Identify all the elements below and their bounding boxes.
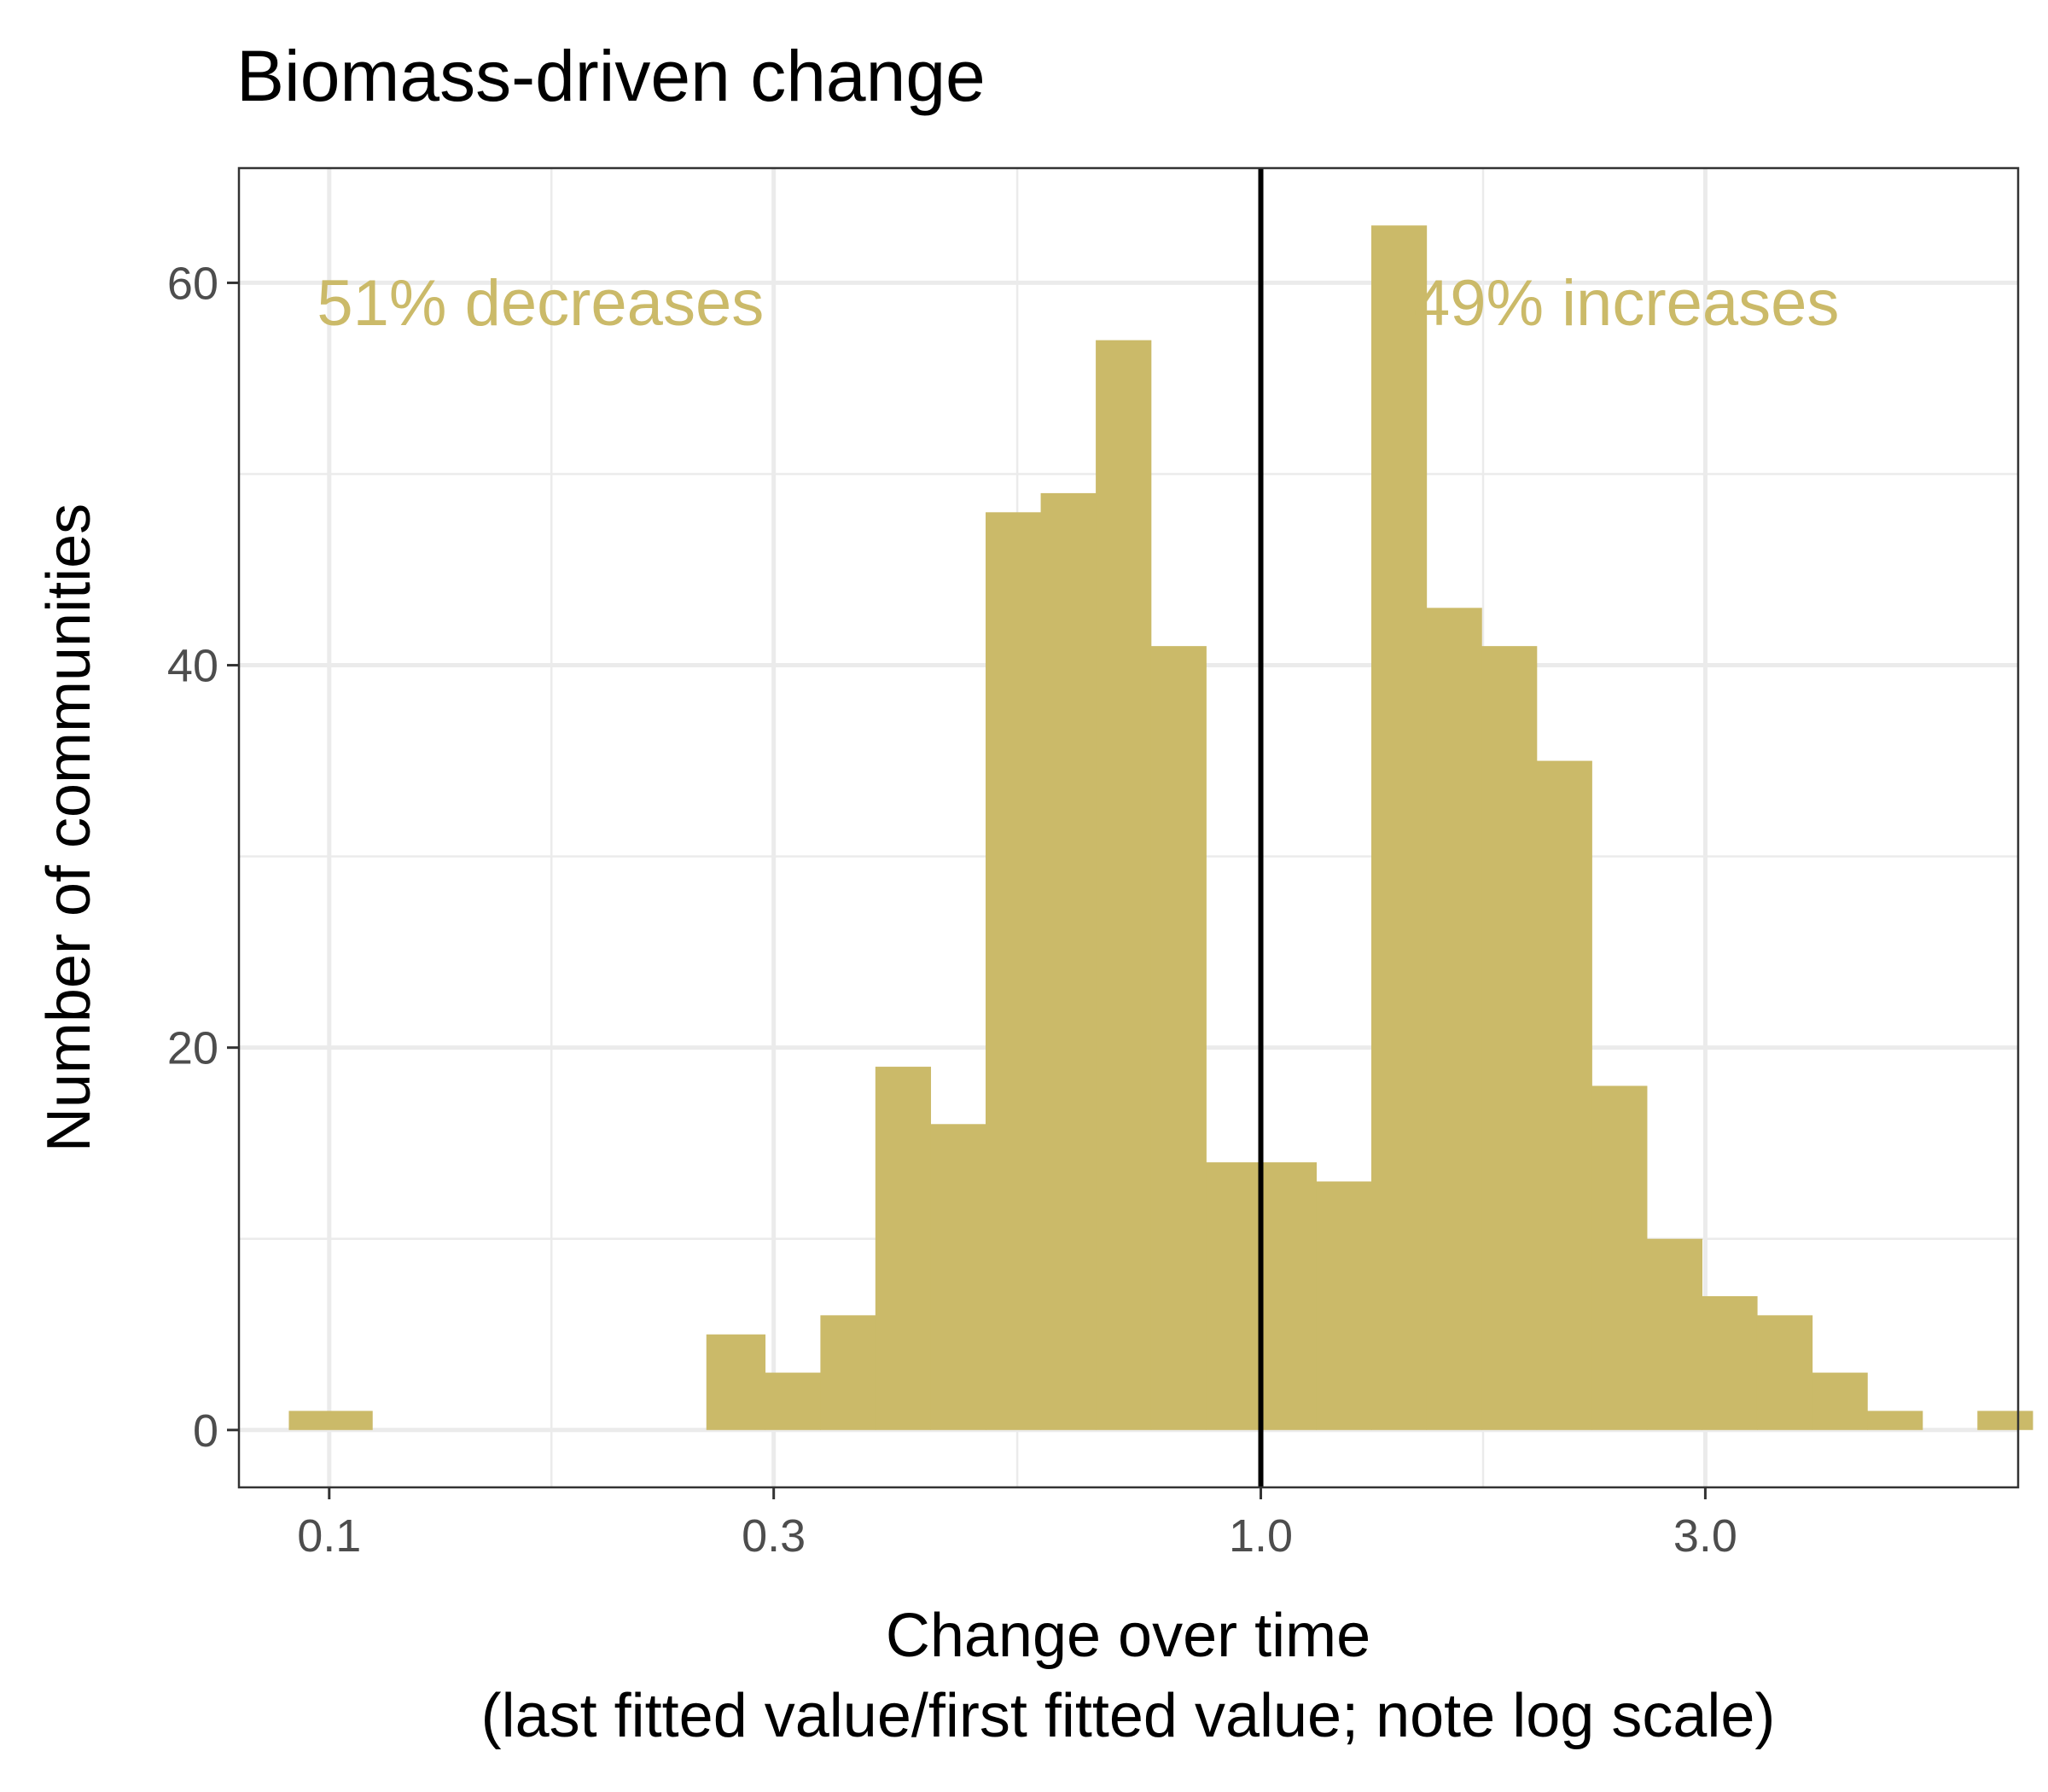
x-axis-title-line-1: Change over time — [886, 1602, 1370, 1670]
histogram-bar-18 — [1426, 608, 1482, 1430]
histogram-bar-9 — [930, 1124, 986, 1430]
histogram-bar-6 — [765, 1372, 822, 1430]
plot-panel-border — [237, 166, 2020, 1489]
x-tick-label-0: 0.1 — [297, 1510, 361, 1562]
histogram-bar-21 — [1591, 1085, 1648, 1430]
histogram-bar-13 — [1150, 646, 1207, 1430]
y-tick-label-1: 20 — [167, 1023, 218, 1074]
histogram-bar-19 — [1481, 646, 1538, 1430]
histogram-bar-5 — [706, 1334, 766, 1430]
y-tick-label-2: 40 — [167, 641, 218, 692]
histogram-bar-14 — [1206, 1162, 1262, 1430]
histogram-bar-20 — [1536, 760, 1592, 1430]
x-axis-title-line-2: (last fitted value/first fitted value; n… — [481, 1682, 1776, 1750]
histogram-bar-0 — [288, 1411, 373, 1430]
histogram-bar-24 — [1756, 1315, 1813, 1430]
histogram-bar-17 — [1370, 225, 1428, 1430]
histogram-bar-26 — [1867, 1411, 1923, 1430]
annotations: 51% decreases 49% increases — [317, 267, 1839, 340]
y-tick-label-0: 0 — [193, 1405, 218, 1457]
y-axis: 0 20 40 60 — [167, 258, 239, 1457]
x-tick-label-1: 0.3 — [742, 1510, 806, 1562]
y-tick-label-3: 60 — [167, 258, 218, 309]
histogram-bar-7 — [820, 1315, 876, 1430]
histogram-bars — [288, 225, 2033, 1430]
histogram-bar-15 — [1260, 1162, 1318, 1430]
annotation-1: 49% increases — [1414, 267, 1840, 340]
histogram-bar-11 — [1040, 492, 1097, 1430]
x-tick-label-3: 3.0 — [1673, 1510, 1737, 1562]
histogram-bar-12 — [1096, 340, 1152, 1430]
histogram-bar-22 — [1646, 1238, 1703, 1430]
histogram-bar-8 — [875, 1067, 932, 1430]
chart-title: Biomass-driven change — [236, 36, 986, 116]
annotation-0: 51% decreases — [317, 267, 764, 340]
histogram-bar-10 — [986, 512, 1042, 1430]
histogram-bar-28 — [1977, 1411, 2033, 1430]
x-tick-label-2: 1.0 — [1229, 1510, 1293, 1562]
x-axis: 0.1 0.3 1.0 3.0 — [297, 1487, 1737, 1562]
histogram-bar-25 — [1812, 1372, 1868, 1430]
histogram-bar-16 — [1316, 1181, 1372, 1430]
histogram-bar-23 — [1702, 1295, 1758, 1430]
y-axis-title: Number of communities — [35, 503, 103, 1152]
